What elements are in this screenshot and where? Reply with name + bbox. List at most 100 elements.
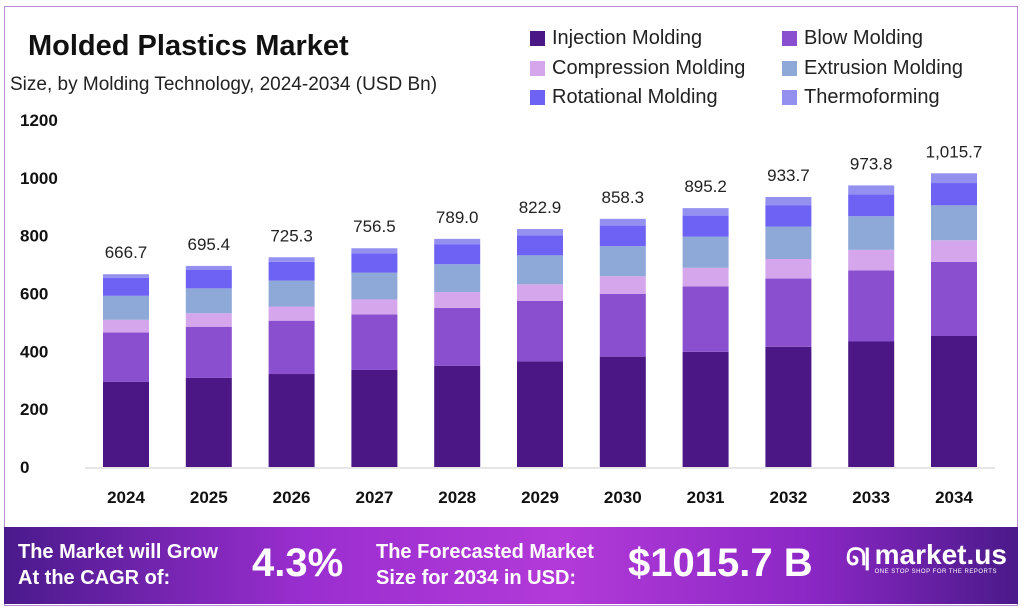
x-tick-label: 2024 xyxy=(107,488,145,507)
bar-segment-extrusion-molding xyxy=(351,272,398,300)
legend-swatch xyxy=(782,31,797,46)
bar-segment-blow-molding xyxy=(517,300,563,362)
cagr-value: 4.3% xyxy=(252,541,344,585)
bar-segment-blow-molding xyxy=(185,326,232,378)
bar-segment-injection-molding xyxy=(351,369,398,467)
x-tick-label: 2027 xyxy=(355,488,393,507)
bar-segment-extrusion-molding xyxy=(599,246,646,277)
legend-label: Rotational Molding xyxy=(552,86,718,108)
bar-segment-extrusion-molding xyxy=(931,205,977,241)
forecast-label-line1: The Forecasted Market xyxy=(376,541,594,563)
cagr-label-line1: The Market will Grow xyxy=(18,541,219,563)
bar-total-label: 822.9 xyxy=(519,198,562,217)
bar-segment-thermoforming xyxy=(185,265,232,270)
bar-segment-injection-molding xyxy=(434,365,481,467)
bar-total-label: 695.4 xyxy=(188,235,231,254)
bar-segment-blow-molding xyxy=(103,332,149,382)
bar-segment-injection-molding xyxy=(599,356,646,467)
x-tick-label: 2034 xyxy=(935,488,973,507)
forecast-label-line2: Size for 2034 in USD: xyxy=(376,567,577,589)
legend-item: Compression Molding xyxy=(530,57,745,80)
forecast-value: $1015.7 B xyxy=(628,541,813,585)
stacked-bar-chart: 0 200 400 600 800 1000 1200 666.7 2024 695.4 2025 7… xyxy=(20,111,995,507)
forecast-label: The Forecasted Market Size for 2034 in U… xyxy=(376,539,594,591)
y-tick-label: 1200 xyxy=(20,111,58,130)
bar-segment-extrusion-molding xyxy=(185,288,232,314)
logo-icon: ᘏ| xyxy=(846,544,871,571)
bar-segment-blow-molding xyxy=(268,320,315,375)
bar-segment-extrusion-molding xyxy=(517,255,563,285)
bar-segment-injection-molding xyxy=(682,351,729,467)
bar-segment-rotational-molding xyxy=(268,261,315,281)
bar-segment-extrusion-molding xyxy=(268,280,315,307)
bar-total-label: 973.8 xyxy=(850,154,893,173)
bar-segment-injection-molding xyxy=(268,374,315,467)
bar-segment-compression-molding xyxy=(765,259,812,279)
bar-segment-thermoforming xyxy=(848,185,895,195)
bar-total-label: 725.3 xyxy=(270,226,313,245)
bar-segment-extrusion-molding xyxy=(103,295,149,320)
bar-segment-injection-molding xyxy=(517,361,563,467)
bar-segment-compression-molding xyxy=(682,267,729,287)
x-tick-label: 2028 xyxy=(438,488,476,507)
legend-label: Blow Molding xyxy=(804,27,923,49)
logo-tagline: ONE STOP SHOP FOR THE REPORTS xyxy=(874,569,997,575)
bar-segment-extrusion-molding xyxy=(765,226,812,260)
y-tick-label: 1000 xyxy=(20,169,58,188)
y-tick-label: 400 xyxy=(20,342,48,361)
bar-segment-compression-molding xyxy=(185,313,232,327)
legend-label: Injection Molding xyxy=(552,27,703,49)
bar-segment-rotational-molding xyxy=(517,235,563,256)
bar-segment-injection-molding xyxy=(848,341,895,467)
legend-swatch xyxy=(530,90,545,105)
bar-total-label: 933.7 xyxy=(767,166,810,185)
bar-segment-compression-molding xyxy=(351,299,398,315)
bar-total-label: 666.7 xyxy=(105,243,148,262)
bar-segment-injection-molding xyxy=(765,346,812,467)
bar-segment-extrusion-molding xyxy=(682,236,729,268)
market-us-logo: ᘏ| market.us ONE STOP SHOP FOR THE REPOR… xyxy=(846,539,1007,576)
y-tick-label: 200 xyxy=(20,400,48,419)
bar-segment-blow-molding xyxy=(931,261,977,337)
bar-segment-rotational-molding xyxy=(185,269,232,289)
y-tick-label: 0 xyxy=(20,458,29,477)
bar-segment-compression-molding xyxy=(599,276,646,294)
bar-total-label: 756.5 xyxy=(353,217,396,236)
bar-segment-thermoforming xyxy=(931,173,977,184)
bar-segment-thermoforming xyxy=(103,274,149,278)
bar-segment-compression-molding xyxy=(268,306,315,321)
x-tick-label: 2031 xyxy=(687,488,725,507)
y-tick-label: 800 xyxy=(20,227,48,246)
bar-segment-thermoforming xyxy=(682,208,729,216)
bar-segment-thermoforming xyxy=(517,229,563,236)
bar-total-label: 789.0 xyxy=(436,208,479,227)
chart-frame xyxy=(4,6,1018,606)
bar-segment-rotational-molding xyxy=(351,253,398,273)
bar-segment-rotational-molding xyxy=(434,244,481,265)
bar-segment-thermoforming xyxy=(434,238,481,245)
bar-segment-thermoforming xyxy=(599,218,646,226)
bar-segment-compression-molding xyxy=(848,249,895,271)
bar-segment-extrusion-molding xyxy=(434,264,481,293)
bar-segment-blow-molding xyxy=(848,270,895,342)
legend-item: Rotational Molding xyxy=(530,86,718,109)
bar-segment-blow-molding xyxy=(351,314,398,370)
x-tick-label: 2025 xyxy=(190,488,228,507)
bar-segment-rotational-molding xyxy=(931,183,977,206)
bar-segment-rotational-molding xyxy=(848,194,895,217)
bar-segment-compression-molding xyxy=(931,240,977,262)
bar-segment-thermoforming xyxy=(765,197,812,206)
logo-text: market.us xyxy=(874,539,1007,570)
bar-segment-rotational-molding xyxy=(765,205,812,227)
bar-segment-injection-molding xyxy=(185,377,232,467)
bar-segment-blow-molding xyxy=(599,293,646,357)
legend-swatch xyxy=(782,90,797,105)
bar-segment-blow-molding xyxy=(434,307,481,366)
y-tick-label: 600 xyxy=(20,285,48,304)
bar-segment-rotational-molding xyxy=(599,225,646,247)
legend-swatch xyxy=(530,61,545,76)
bar-segment-blow-molding xyxy=(682,286,729,352)
x-tick-label: 2026 xyxy=(273,488,311,507)
legend-item: Thermoforming xyxy=(782,86,940,109)
bar-total-label: 895.2 xyxy=(684,177,727,196)
